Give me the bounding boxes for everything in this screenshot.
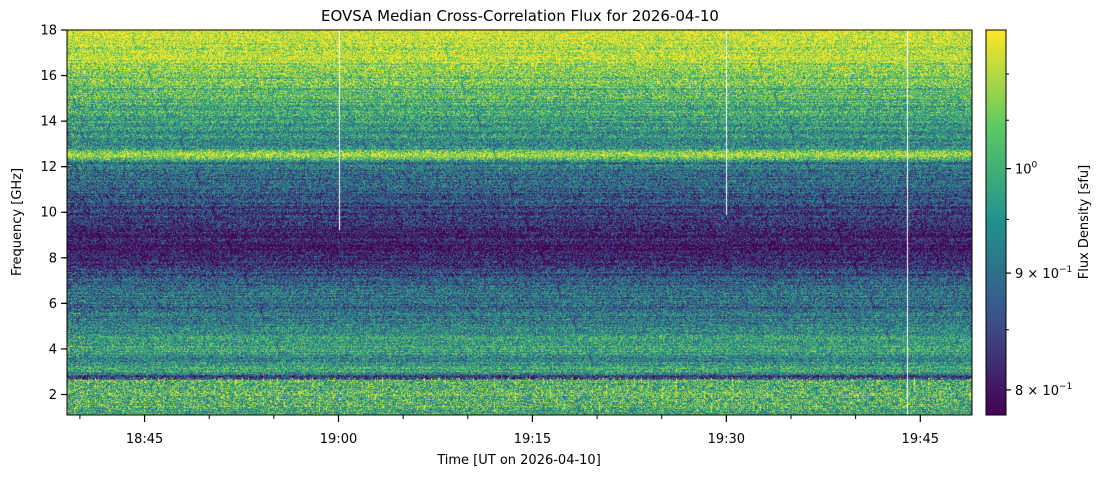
x-tick-label: 19:00 [320,432,357,447]
y-tick-label: 4 [49,342,57,357]
x-tick-label: 18:45 [126,432,163,447]
colorbar-tick-label: 9 × 10−1 [1015,265,1072,282]
plot-frame [66,29,973,416]
colorbar-tick-label: 8 × 10−1 [1015,382,1072,399]
chart-title: EOVSA Median Cross-Correlation Flux for … [321,7,719,25]
x-axis-title: Time [UT on 2026-04-10] [436,453,601,468]
y-tick-label: 12 [40,160,57,175]
colorbar: 100 9 × 10−1 8 × 10−1 Flux Density [sfu] [985,29,1092,416]
heatmap-image [67,30,972,415]
y-tick-label: 6 [49,297,57,312]
heatmap-plot [66,29,973,416]
colorbar-tick-label: 100 [1015,161,1038,178]
y-tick-label: 16 [40,69,57,84]
colorbar-bar [985,29,1007,416]
y-axis: 2 4 6 8 10 12 14 16 18 [40,24,67,403]
x-tick-label: 19:15 [514,432,551,447]
x-axis: 18:45 19:00 19:15 19:30 19:45 [79,415,939,447]
x-tick-label: 19:30 [708,432,745,447]
y-tick-label: 2 [49,388,57,403]
y-tick-label: 10 [40,206,57,221]
colorbar-ticks: 100 9 × 10−1 8 × 10−1 [1006,73,1072,399]
x-tick-label: 19:45 [902,432,939,447]
y-tick-label: 8 [49,251,57,266]
colorbar-title: Flux Density [sfu] [1077,165,1092,279]
y-tick-label: 14 [40,115,57,130]
y-tick-label: 18 [40,24,57,39]
y-axis-title: Frequency [GHz] [10,168,25,276]
